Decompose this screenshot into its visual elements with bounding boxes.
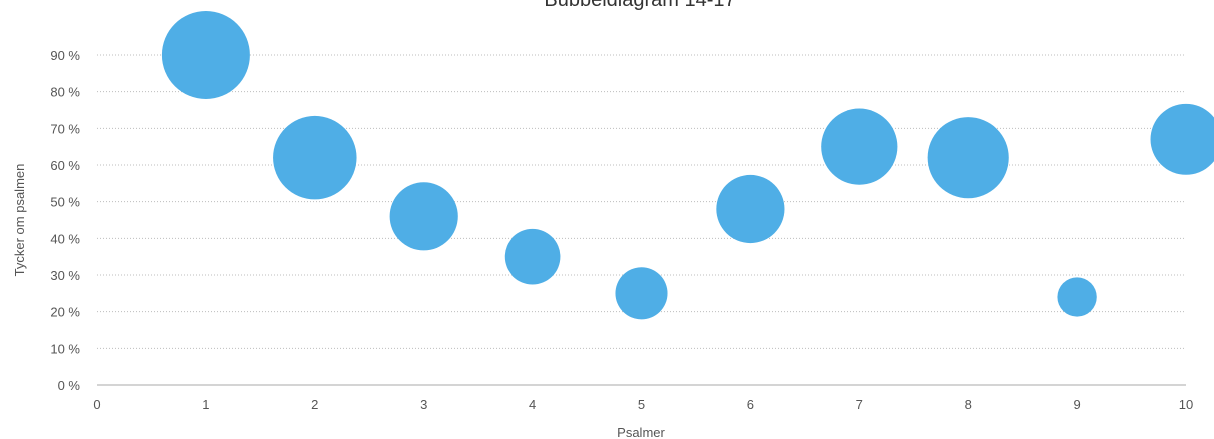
x-tick-label: 8 [965, 397, 972, 412]
chart-title: Bubbeldiagram 14-17 [544, 0, 735, 11]
x-axis-ticks: 0 1 2 3 4 5 6 7 8 9 10 [93, 397, 1193, 412]
y-axis-label: Tycker om psalmen [12, 164, 27, 277]
y-axis-ticks: 0 % 10 % 20 % 30 % 40 % 50 % 60 % 70 % 80 % 90 % [50, 48, 80, 393]
y-tick-label: 60 % [50, 158, 80, 173]
bubble-point [504, 228, 561, 285]
y-tick-label: 0 % [58, 378, 81, 393]
x-tick-label: 9 [1073, 397, 1080, 412]
bubble-point [615, 267, 668, 320]
x-tick-label: 6 [747, 397, 754, 412]
x-tick-label: 0 [93, 397, 100, 412]
bubble-point [161, 11, 250, 99]
bubble-series [161, 11, 1214, 320]
y-tick-label: 40 % [50, 231, 80, 246]
x-tick-label: 10 [1179, 397, 1193, 412]
y-tick-label: 80 % [50, 85, 80, 100]
x-tick-label: 7 [856, 397, 863, 412]
y-tick-label: 70 % [50, 121, 80, 136]
x-tick-label: 5 [638, 397, 645, 412]
x-axis-label: Psalmer [617, 425, 665, 439]
x-tick-label: 2 [311, 397, 318, 412]
x-tick-label: 1 [202, 397, 209, 412]
y-tick-label: 50 % [50, 195, 80, 210]
y-tick-label: 10 % [50, 341, 80, 356]
bubble-point [927, 117, 1009, 199]
bubble-point [716, 174, 785, 244]
bubble-point [1057, 277, 1097, 317]
bubble-point [1150, 103, 1214, 175]
bubble-point [273, 115, 357, 200]
bubble-point [389, 182, 458, 251]
y-tick-label: 30 % [50, 268, 80, 283]
bubble-point [821, 108, 898, 185]
x-tick-label: 3 [420, 397, 427, 412]
y-tick-label: 20 % [50, 305, 80, 320]
y-tick-label: 90 % [50, 48, 80, 63]
x-tick-label: 4 [529, 397, 536, 412]
